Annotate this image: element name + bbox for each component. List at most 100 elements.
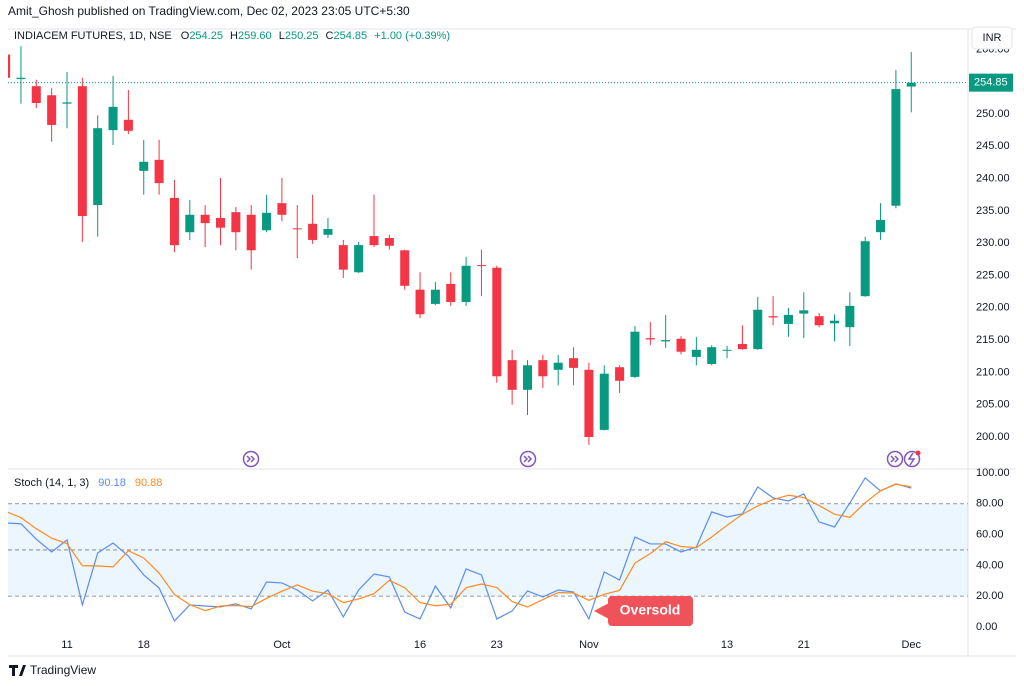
candle-body xyxy=(62,102,72,104)
close-value: 254.85 xyxy=(334,30,368,42)
y-tick-label: 20.00 xyxy=(976,590,1004,602)
candle-body xyxy=(246,214,256,251)
candle-body xyxy=(31,86,41,103)
candle-body xyxy=(47,95,57,125)
candle-body xyxy=(538,360,548,377)
event-icon-arrow xyxy=(890,455,900,463)
stoch-line xyxy=(8,483,912,612)
candle-body xyxy=(553,362,563,370)
candle-body xyxy=(262,212,272,231)
change-value: +1.00 (+0.39%) xyxy=(374,30,450,42)
candle-body xyxy=(722,349,732,351)
candle-body xyxy=(830,320,839,324)
candle-body xyxy=(492,267,502,377)
symbol: INDIACEM FUTURES, 1D, NSE xyxy=(14,30,172,42)
high-label: H xyxy=(230,30,238,42)
event-icon-arrow xyxy=(246,455,256,463)
candle-body xyxy=(338,245,348,270)
candle-body xyxy=(523,365,532,390)
y-tick-label: 0.00 xyxy=(976,621,997,633)
y-tick-label: 205.00 xyxy=(976,399,1010,411)
annotation: Oversold xyxy=(594,596,693,626)
x-tick-label: 11 xyxy=(61,639,72,651)
x-tick-label: 16 xyxy=(414,639,426,651)
y-tick-label: 230.00 xyxy=(976,237,1010,249)
candle-body xyxy=(584,369,594,437)
candle-body xyxy=(77,86,87,217)
candle-body xyxy=(16,77,26,80)
candle-body xyxy=(569,358,579,368)
candle-body xyxy=(200,214,210,224)
candle-body xyxy=(400,250,410,286)
candle-body xyxy=(906,82,916,87)
close-label: C xyxy=(326,30,334,42)
y-tick-label: 225.00 xyxy=(976,269,1010,281)
price-legend: INDIACEM FUTURES, 1D, NSE O254.25 H259.6… xyxy=(14,30,450,42)
y-tick-label: 235.00 xyxy=(976,205,1010,217)
candle-body xyxy=(661,340,671,342)
brand-text: TradingView xyxy=(30,663,96,677)
y-tick-label: 200.00 xyxy=(976,431,1010,443)
x-tick-label: Nov xyxy=(579,639,599,651)
event-icon-arrow xyxy=(523,455,533,463)
brand-logo: TradingView xyxy=(9,663,96,677)
candle-body xyxy=(768,316,778,318)
candle-body xyxy=(354,245,364,273)
price-pane xyxy=(8,46,968,445)
candle-body xyxy=(308,223,318,240)
candle-body xyxy=(707,347,717,364)
brand-mark xyxy=(9,665,26,676)
y-tick-label: 250.00 xyxy=(976,108,1010,120)
candle-body xyxy=(599,373,609,430)
low-value: 250.25 xyxy=(285,30,319,42)
candle-body xyxy=(430,289,440,304)
y-tick-label: 240.00 xyxy=(976,172,1010,184)
stoch-background xyxy=(8,503,968,597)
stoch-pane xyxy=(8,476,912,623)
y-tick-label: 215.00 xyxy=(976,334,1010,346)
candle-body xyxy=(123,119,133,131)
candle-body xyxy=(691,349,701,357)
candle-body xyxy=(799,310,809,314)
stoch-title: Stoch (14, 1, 3) xyxy=(14,477,89,489)
event-icon xyxy=(886,450,904,468)
candle-body xyxy=(93,128,103,206)
k-value: 90.18 xyxy=(98,477,126,489)
open-value: 254.25 xyxy=(189,30,223,42)
d-value: 90.88 xyxy=(135,477,163,489)
currency-label[interactable]: INR xyxy=(983,32,1002,44)
candle-body xyxy=(461,265,471,302)
x-tick-label: 23 xyxy=(491,639,503,651)
y-tick-label: 80.00 xyxy=(976,498,1004,510)
open-label: O xyxy=(181,30,190,42)
high-value: 259.60 xyxy=(238,30,272,42)
candle-body xyxy=(231,212,241,233)
candle-body xyxy=(507,360,517,390)
stoch-line xyxy=(8,476,912,623)
candle-body xyxy=(446,283,456,302)
candle-body xyxy=(476,265,486,267)
low-label: L xyxy=(279,30,285,42)
event-dot xyxy=(915,450,921,456)
candle-body xyxy=(384,238,394,246)
x-tick-label: 21 xyxy=(798,639,810,651)
candle-body xyxy=(753,309,763,350)
candle-body xyxy=(154,159,164,184)
stoch-legend: Stoch (14, 1, 3) 90.18 90.88 xyxy=(14,477,162,489)
candle-body xyxy=(630,331,640,377)
candle-body xyxy=(737,343,747,350)
y-tick-label: 60.00 xyxy=(976,528,1004,540)
x-tick-label: 18 xyxy=(138,639,150,651)
x-tick-label: Dec xyxy=(901,639,921,651)
candle-body xyxy=(676,338,686,352)
annotation-box xyxy=(608,596,693,626)
candle-body xyxy=(369,236,379,246)
y-tick-label: 100.00 xyxy=(976,467,1010,479)
y-tick-label: 210.00 xyxy=(976,366,1010,378)
candle-body xyxy=(216,217,225,228)
currency-button[interactable] xyxy=(971,26,1013,50)
candle-body xyxy=(292,228,302,230)
